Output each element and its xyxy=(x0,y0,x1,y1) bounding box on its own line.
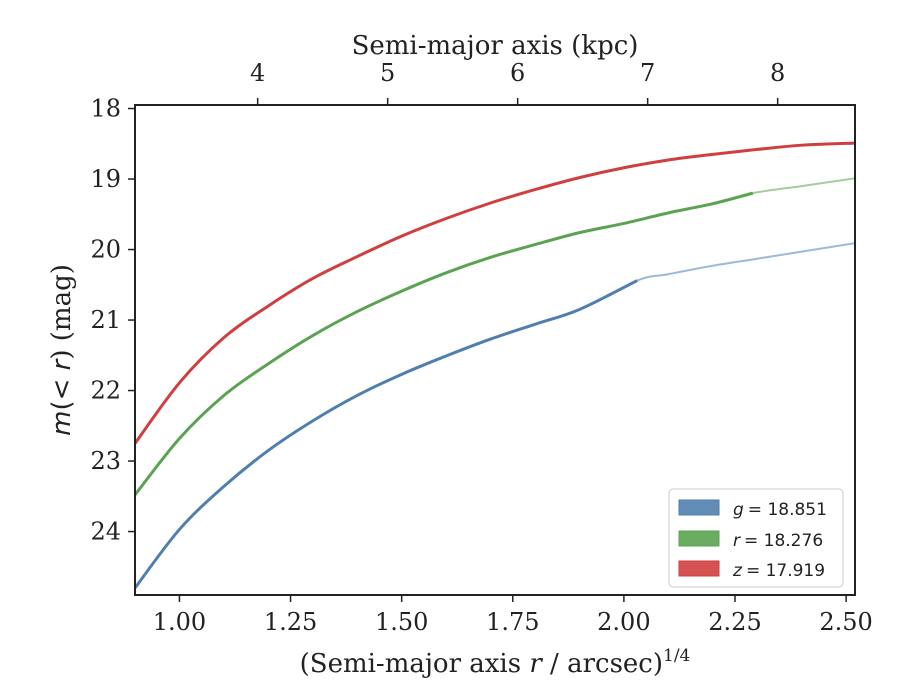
top-tick-label: 4 xyxy=(250,59,265,87)
legend-swatch-r xyxy=(678,530,720,547)
bottom-axis-ticks: 1.00 1.25 1.50 1.75 2.00 2.25 2.50 xyxy=(153,595,873,636)
top-tick-label: 8 xyxy=(770,59,785,87)
x-tick-label: 2.25 xyxy=(708,608,761,636)
top-tick-label: 7 xyxy=(640,59,655,87)
x-tick-label: 1.25 xyxy=(264,608,317,636)
y-tick-label: 22 xyxy=(90,377,121,405)
x-tick-label: 2.50 xyxy=(819,608,872,636)
legend: g = 18.851 r = 18.276 z = 17.919 xyxy=(668,488,844,588)
series-layer xyxy=(133,141,856,589)
left-axis-ticks: 18 19 20 21 22 23 24 xyxy=(90,95,135,546)
series-z-line xyxy=(133,141,856,445)
series-r-line xyxy=(133,191,754,496)
top-tick-label: 6 xyxy=(510,59,525,87)
x-tick-label: 2.00 xyxy=(597,608,650,636)
x-axis-label: (Semi-major axis r / arcsec)1/4 xyxy=(300,646,691,679)
plot-frame xyxy=(134,104,856,596)
legend-swatch-z xyxy=(678,560,720,577)
legend-label-g: g = 18.851 xyxy=(733,500,827,520)
y-tick-label: 21 xyxy=(90,306,121,334)
y-tick-label: 24 xyxy=(90,518,121,546)
top-axis-label: Semi-major axis (kpc) xyxy=(352,31,639,61)
y-tick-label: 23 xyxy=(90,447,121,475)
legend-label-z: z = 17.919 xyxy=(732,561,825,581)
y-tick-label: 20 xyxy=(90,236,121,264)
x-tick-label: 1.00 xyxy=(153,608,206,636)
top-tick-label: 5 xyxy=(380,59,395,87)
x-tick-label: 1.50 xyxy=(375,608,428,636)
top-axis-ticks: 4 5 6 7 8 xyxy=(250,59,785,105)
x-tick-label: 1.75 xyxy=(486,608,539,636)
series-z-extrapolated-line xyxy=(134,142,856,445)
series-g-line xyxy=(133,279,638,589)
y-tick-label: 18 xyxy=(90,95,121,123)
legend-swatch-g xyxy=(678,499,720,516)
y-tick-label: 19 xyxy=(90,165,121,193)
legend-label-r: r = 18.276 xyxy=(733,531,823,551)
y-axis-label: m(< r) (mag) xyxy=(47,264,77,436)
